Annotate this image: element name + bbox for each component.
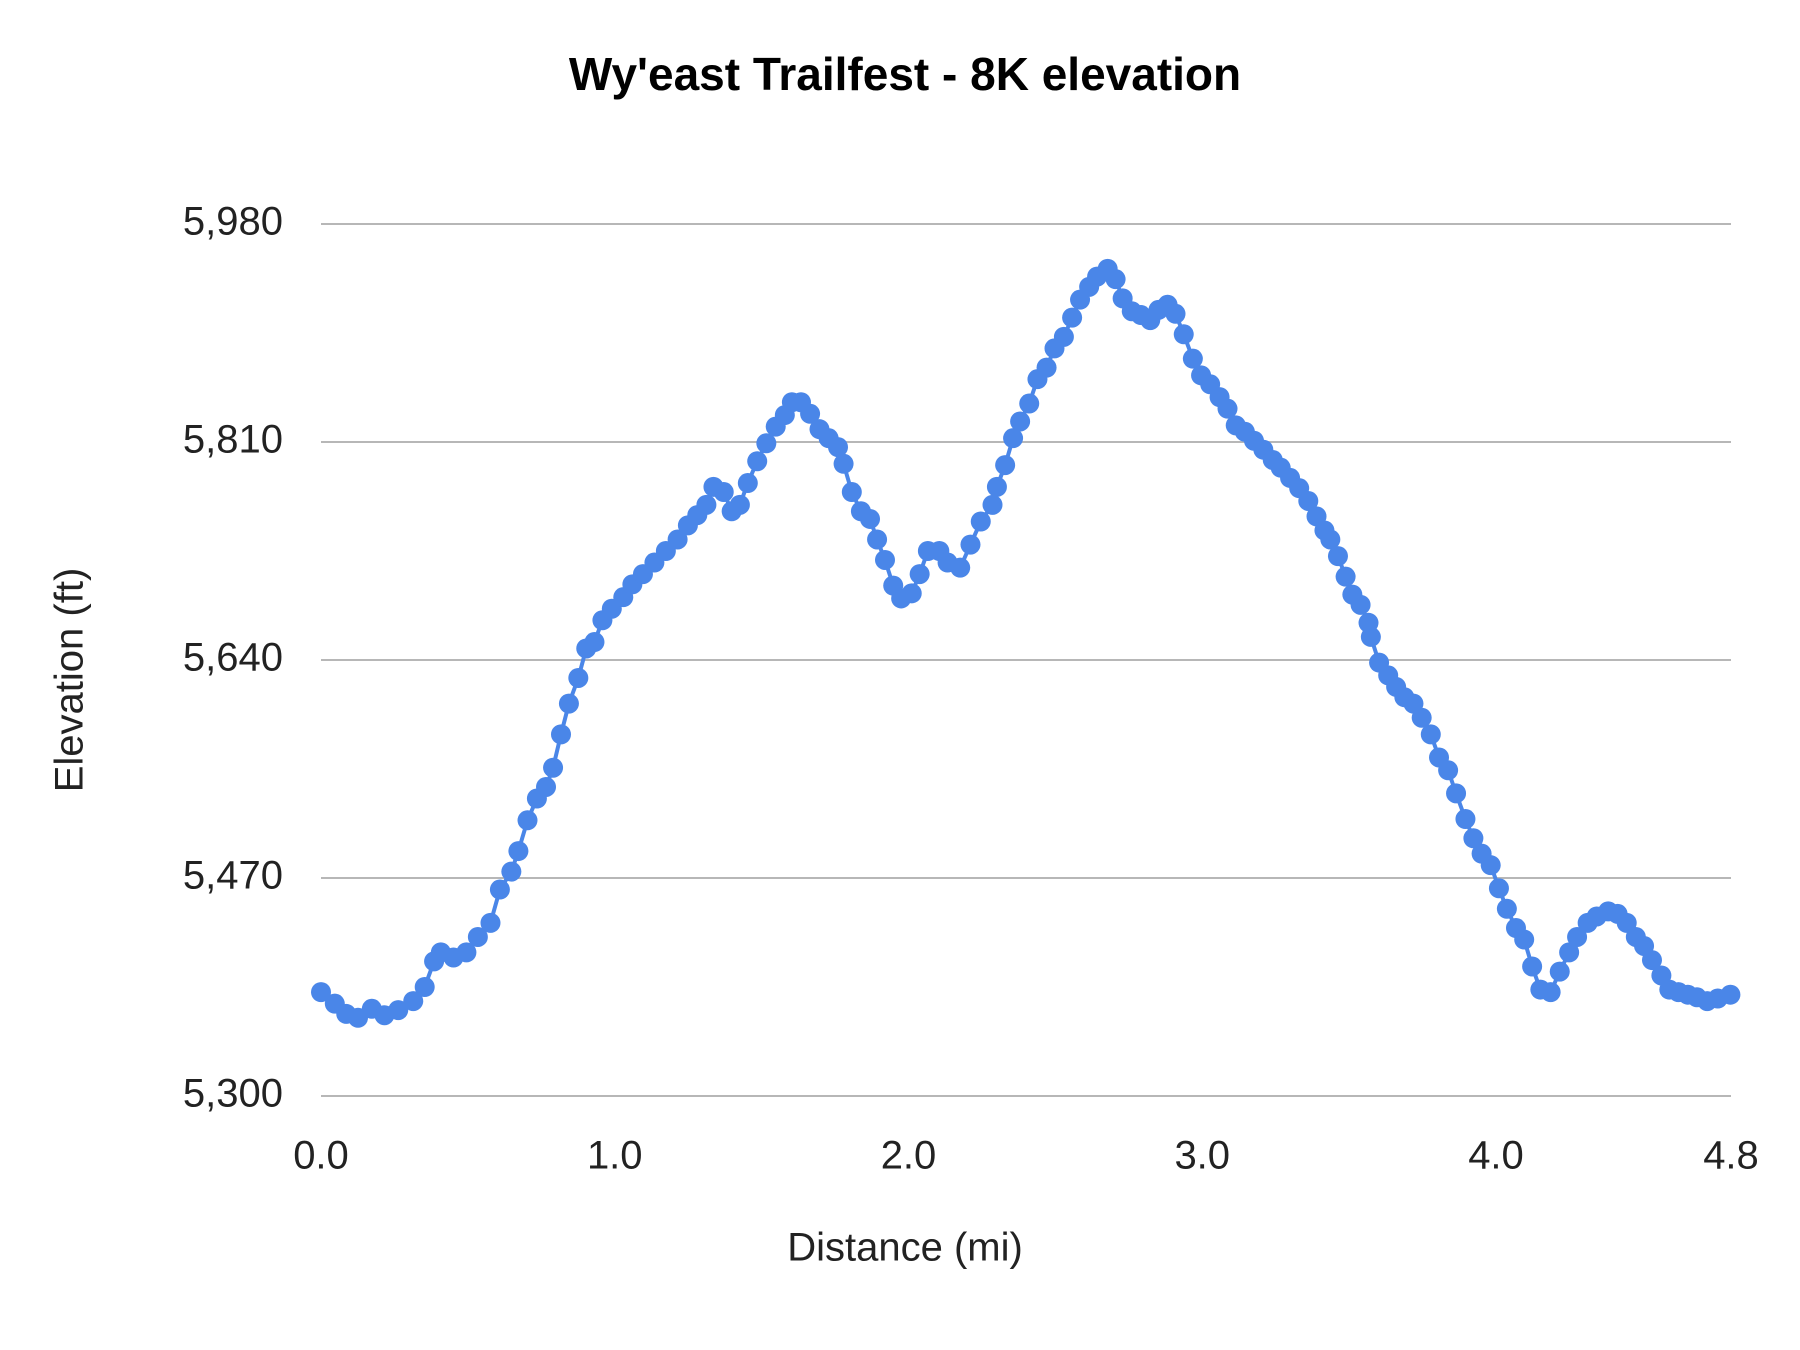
y-axis-label: Elevation (ft) <box>48 568 92 793</box>
data-point <box>1003 428 1024 449</box>
data-point <box>747 451 768 472</box>
data-point <box>1320 529 1341 550</box>
x-tick-label: 2.0 <box>881 1134 937 1178</box>
y-tick-label: 5,810 <box>183 418 283 462</box>
data-point <box>536 776 557 797</box>
data-point <box>960 534 981 555</box>
data-point <box>1327 546 1348 567</box>
data-point <box>1062 307 1083 328</box>
data-point <box>584 632 605 653</box>
chart-title: Wy'east Trailfest - 8K elevation <box>569 48 1241 100</box>
data-point <box>1488 878 1509 899</box>
x-tick-label: 0.0 <box>293 1134 349 1178</box>
data-point <box>1641 950 1662 971</box>
data-point <box>508 841 529 862</box>
data-point <box>403 991 424 1012</box>
data-point <box>696 494 717 515</box>
data-point <box>467 926 488 947</box>
data-point <box>311 982 331 1003</box>
data-point <box>737 473 758 494</box>
data-point <box>1298 490 1319 511</box>
y-tick-label: 5,640 <box>183 636 283 680</box>
data-point <box>550 724 571 745</box>
data-point <box>1420 724 1441 745</box>
x-tick-label: 3.0 <box>1174 1134 1230 1178</box>
data-point <box>867 529 888 550</box>
x-tick-label: 1.0 <box>587 1134 643 1178</box>
y-tick-label: 5,470 <box>183 854 283 898</box>
data-point <box>1019 393 1040 414</box>
data-point <box>1165 303 1186 324</box>
y-tick-label: 5,300 <box>183 1072 283 1116</box>
data-point <box>995 455 1016 476</box>
data-point <box>1411 707 1432 728</box>
data-point <box>729 494 750 515</box>
data-point <box>1105 269 1126 290</box>
data-point <box>1540 982 1561 1003</box>
data-point <box>543 757 564 778</box>
data-point <box>713 482 734 503</box>
data-point <box>828 437 848 458</box>
data-point <box>875 549 895 570</box>
data-point <box>1036 357 1057 378</box>
data-point <box>901 583 922 604</box>
data-point <box>1350 594 1371 615</box>
data-point <box>982 494 1003 515</box>
data-point <box>970 511 991 532</box>
data-point <box>414 977 435 997</box>
x-axis-label: Distance (mi) <box>787 1226 1023 1270</box>
data-point <box>489 879 510 900</box>
data-point <box>1217 398 1238 419</box>
data-point <box>1335 566 1356 587</box>
x-tick-label: 4.8 <box>1703 1134 1759 1178</box>
data-point <box>841 482 862 503</box>
data-point <box>558 693 579 714</box>
data-point <box>1173 324 1194 345</box>
data-point <box>986 476 1007 497</box>
data-point <box>756 433 777 454</box>
data-point <box>1010 411 1031 432</box>
data-point <box>501 861 522 882</box>
data-point <box>1496 898 1517 919</box>
data-point <box>568 667 589 688</box>
data-point <box>1549 961 1570 982</box>
data-point <box>1360 626 1381 647</box>
data-point <box>667 529 688 550</box>
data-point <box>909 564 930 585</box>
data-point <box>1446 783 1467 804</box>
x-tick-label: 4.0 <box>1468 1134 1524 1178</box>
data-point <box>1522 956 1543 977</box>
data-point <box>1438 760 1459 781</box>
data-point <box>950 557 971 578</box>
data-point <box>480 912 501 933</box>
data-point <box>1480 855 1501 876</box>
data-point <box>1182 348 1203 369</box>
data-point <box>1053 326 1074 347</box>
data-point <box>517 810 538 831</box>
data-point <box>1567 926 1588 947</box>
data-point <box>1463 828 1484 849</box>
data-point <box>833 453 854 474</box>
data-point <box>1455 809 1476 830</box>
y-tick-label: 5,980 <box>183 200 283 244</box>
data-point <box>388 1000 409 1021</box>
data-point <box>1720 984 1741 1005</box>
data-point <box>800 403 821 424</box>
data-point <box>860 508 881 529</box>
data-point <box>1514 929 1535 950</box>
data-point <box>1559 942 1580 963</box>
data-point <box>456 942 477 963</box>
